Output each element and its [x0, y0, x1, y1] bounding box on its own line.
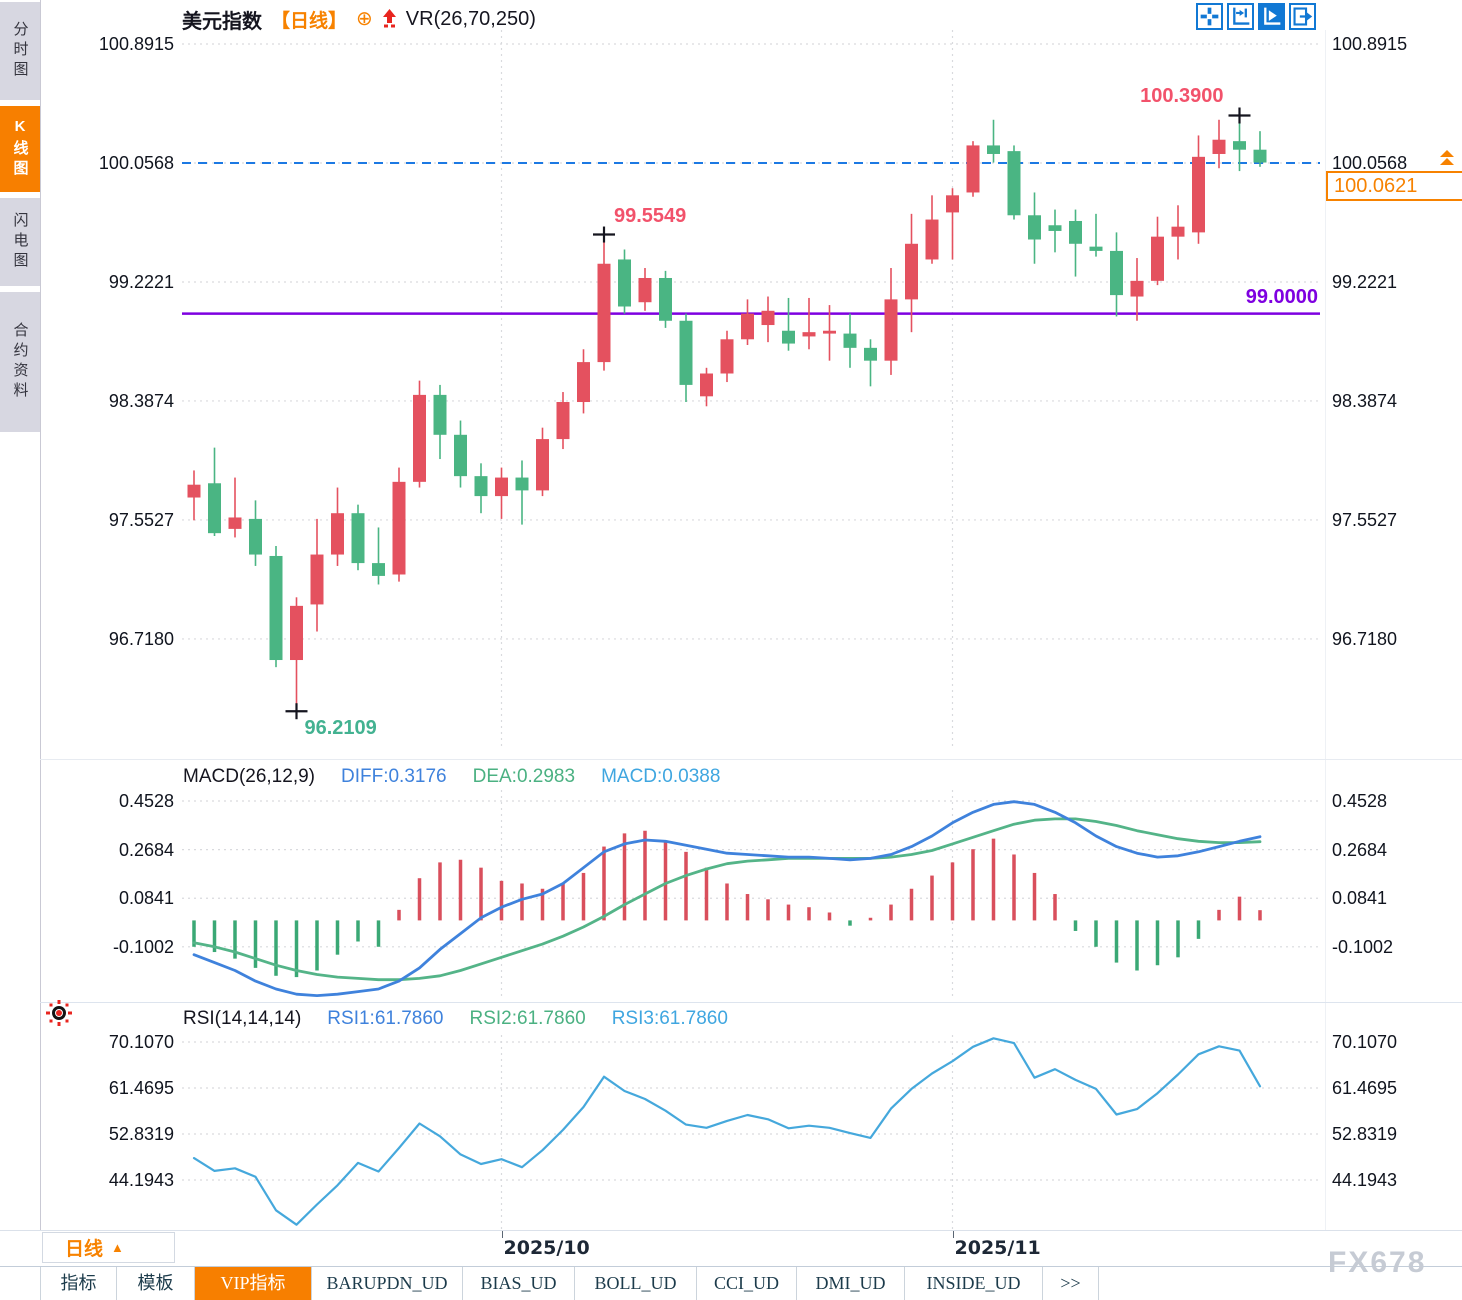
double-triangle-up-icon — [1440, 150, 1454, 165]
pan-latest-icon[interactable] — [1289, 3, 1316, 30]
panel-separator — [40, 1002, 1462, 1003]
axis-tick-label: 0.2684 — [118, 839, 174, 860]
current-price-badge: 100.0621 — [1326, 171, 1462, 201]
axis-tick-label: 61.4695 — [108, 1078, 174, 1098]
rsi2-value: RSI2:61.7860 — [469, 1008, 586, 1029]
annotation-label: 100.3900 — [1140, 85, 1224, 108]
axis-tick-label: -0.1002 — [112, 936, 174, 957]
axis-tick-label: 70.1070 — [108, 1032, 174, 1052]
bottom-tab-2[interactable]: 模板 — [117, 1267, 195, 1300]
rsi1-value: RSI1:61.7860 — [327, 1008, 444, 1029]
bottom-tab-8[interactable]: DMI_UD — [797, 1267, 905, 1300]
rsi-header: RSI(14,14,14) RSI1:61.7860 RSI2:61.7860 … — [183, 1006, 728, 1032]
annotation-label: 99.5549 — [614, 204, 687, 227]
macd-name: MACD(26,12,9) — [183, 766, 315, 787]
move-crosshair-icon — [1200, 7, 1219, 26]
price-axis-right: 100.8915 100.0568 99.2221 98.3874 97.5527 96.… — [1330, 0, 1462, 1230]
title-bar: 美元指数 【日线】 ⊕ VR(26,70,250) — [182, 5, 536, 33]
date-axis: 日线 ▲ 2025/10 2025/11 — [0, 1230, 1462, 1266]
macd-diff-value: DIFF:0.3176 — [341, 766, 447, 787]
axis-scale-icon — [1233, 7, 1250, 25]
axis-tick-label: 97.5527 — [1332, 509, 1398, 530]
triangle-up-icon: ▲ — [111, 1240, 124, 1255]
axis-tick-label: 99.2221 — [1332, 271, 1398, 292]
axis-tick-label: 0.2684 — [1332, 839, 1388, 860]
axis-tick-label: 100.0568 — [98, 152, 174, 173]
sidebar-tab-2[interactable]: K线图 — [0, 106, 40, 192]
axis-tick-label: 98.3874 — [108, 390, 174, 411]
period-badge[interactable]: 【日线】 — [271, 10, 348, 32]
date-label: 2025/10 — [503, 1237, 590, 1259]
axis-scale-icon[interactable] — [1227, 3, 1254, 30]
add-indicator-icon[interactable]: ⊕ — [356, 8, 373, 30]
indicator-label: VR(26,70,250) — [405, 7, 536, 30]
sidebar-tab-1[interactable]: 分时图 — [0, 2, 40, 100]
rsi3-value: RSI3:61.7860 — [611, 1008, 728, 1029]
watermark: FX678 — [1328, 1246, 1427, 1279]
period-selector-button[interactable]: 日线 ▲ — [42, 1232, 175, 1263]
axis-tick-label: 52.8319 — [1332, 1124, 1398, 1144]
red-up-arrow-icon[interactable] — [382, 9, 397, 29]
support-line-label: 99.0000 — [1245, 286, 1318, 308]
bottom-tab-5[interactable]: BIAS_UD — [463, 1267, 575, 1300]
axis-tick-label: 97.5527 — [108, 509, 174, 530]
macd-macd-value: MACD:0.0388 — [601, 766, 721, 787]
move-crosshair-icon[interactable] — [1196, 3, 1223, 30]
axis-divider — [1325, 30, 1326, 1230]
sun-indicator-icon[interactable] — [44, 998, 74, 1028]
sidebar-tab-4[interactable]: 合约资料 — [0, 292, 40, 432]
pointer-mode-icon — [1264, 7, 1281, 25]
candlestick-chart[interactable] — [182, 30, 1320, 746]
macd-chart[interactable] — [182, 790, 1320, 1000]
axis-tick-label: 70.1070 — [1332, 1032, 1398, 1052]
axis-tick-label: 100.8915 — [1332, 34, 1408, 54]
axis-tick-label: 96.7180 — [1332, 628, 1398, 649]
rsi-name: RSI(14,14,14) — [183, 1008, 302, 1029]
axis-tick-label: 100.8915 — [98, 34, 174, 54]
date-label: 2025/11 — [954, 1237, 1041, 1259]
bottom-tab-6[interactable]: BOLL_UD — [575, 1267, 697, 1300]
pan-latest-icon — [1293, 7, 1313, 26]
panel-separator — [40, 759, 1462, 760]
chart-toolbar — [1196, 3, 1316, 30]
axis-tick-label: 44.1943 — [108, 1170, 174, 1190]
macd-dea-value: DEA:0.2983 — [472, 766, 576, 787]
axis-tick-label: 44.1943 — [1332, 1170, 1398, 1190]
bottom-tab-7[interactable]: CCI_UD — [697, 1267, 797, 1300]
bottom-tab-9[interactable]: INSIDE_UD — [905, 1267, 1043, 1300]
price-axis-left: 100.8915 100.0568 99.2221 98.3874 97.5527 96.… — [40, 0, 178, 1230]
indicator-tab-bar: 指标 模板 VIP指标 BARUPDN_UD BIAS_UD BOLL_UD CCI_UD D… — [0, 1266, 1462, 1300]
date-tick — [501, 1231, 503, 1238]
bottom-tab-4[interactable]: BARUPDN_UD — [312, 1267, 463, 1300]
axis-tick-label: 0.4528 — [118, 791, 174, 811]
bottom-tab-3[interactable]: VIP指标 — [195, 1267, 312, 1300]
sidebar-tab-3[interactable]: 闪电图 — [0, 198, 40, 286]
axis-tick-label: 98.3874 — [1332, 390, 1398, 411]
macd-header: MACD(26,12,9) DIFF:0.3176 DEA:0.2983 MAC… — [183, 764, 720, 790]
bottom-tab-1[interactable]: 指标 — [41, 1267, 117, 1300]
axis-tick-label: 0.0841 — [1332, 888, 1388, 909]
axis-tick-label: 100.0568 — [1332, 152, 1408, 173]
axis-tick-label: 99.2221 — [108, 271, 174, 292]
axis-tick-label: 96.7180 — [108, 628, 174, 649]
symbol-title: 美元指数 — [182, 10, 262, 33]
axis-tick-label: -0.1002 — [1332, 936, 1394, 957]
sidebar: 分时图 K线图闪电图合约资料 — [0, 0, 41, 1300]
period-label: 日线 — [65, 1239, 104, 1260]
bottom-tab-10[interactable]: >> — [1043, 1267, 1099, 1300]
axis-tick-label: 0.0841 — [118, 888, 174, 909]
axis-tick-label: 61.4695 — [1332, 1078, 1398, 1098]
axis-tick-label: 0.4528 — [1332, 791, 1388, 811]
date-tick — [952, 1231, 954, 1238]
annotation-label: 96.2109 — [304, 717, 377, 740]
tabbar-spacer — [0, 1267, 41, 1300]
rsi-chart[interactable] — [182, 1035, 1320, 1230]
axis-tick-label: 52.8319 — [108, 1124, 174, 1144]
pointer-mode-icon[interactable] — [1258, 3, 1285, 30]
